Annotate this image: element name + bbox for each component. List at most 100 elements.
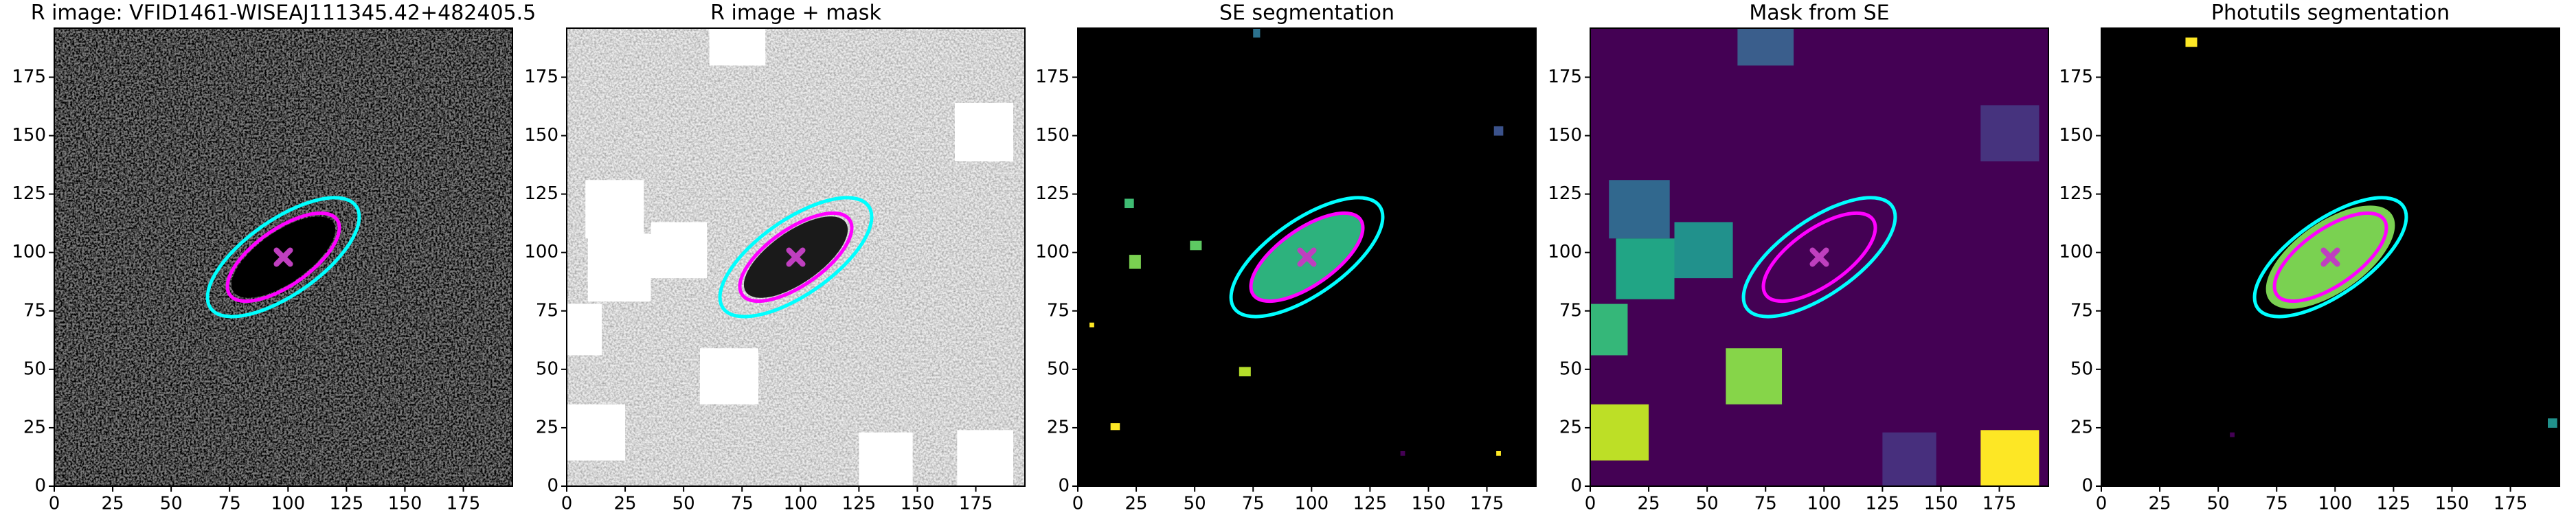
segment-region [2185,37,2197,47]
axes-frame [2101,27,2560,487]
segment-region [2230,432,2235,437]
x-tick-label: 175 [1982,494,2017,514]
segment-region [709,28,766,66]
x-tick-label: 50 [160,494,183,514]
x-tick-label: 150 [2435,494,2470,514]
segment-region [954,102,1013,161]
y-tick-label: 175 [1035,67,1070,87]
y-tick-label: 100 [2059,242,2093,262]
segment-region [1609,180,1670,239]
x-tick-label: 75 [1754,494,1777,514]
y-tick-label: 50 [1047,358,1070,379]
y-tick-label: 25 [2070,417,2093,437]
segment-region [1590,304,1628,356]
axes-frame [54,27,513,487]
x-tick-label: 75 [1242,494,1265,514]
y-tick-label: 25 [1047,417,1070,437]
segment-region [1125,198,1134,209]
x-tick-label: 25 [1125,494,1148,514]
segment-region [957,430,1013,486]
x-tick-label: 125 [1353,494,1388,514]
segment-region [859,432,913,486]
y-tick-label: 100 [1035,242,1070,262]
panel-title: Photutils segmentation [2211,1,2450,25]
segment-region [1239,367,1251,377]
x-tick-label: 150 [1924,494,1958,514]
segment-region [1400,450,1405,456]
aperture-ellipse [718,196,874,319]
segment-region [585,180,644,239]
panel [54,28,512,486]
y-tick-label: 75 [23,300,46,321]
y-tick-label: 150 [524,125,558,146]
x-tick-label: 100 [1807,494,1841,514]
x-tick-label: 150 [388,494,422,514]
x-tick-label: 0 [561,494,573,514]
x-tick-label: 175 [1470,494,1504,514]
panel [567,28,1025,486]
panel-title: SE segmentation [1219,1,1394,25]
y-tick-label: 50 [23,358,46,379]
segment-region [699,348,759,404]
segment-region [1737,28,1794,66]
segment-region [1980,105,2040,161]
segment-region [1190,240,1202,251]
aperture-ellipse [225,211,341,304]
aperture-ellipse [205,196,361,319]
segment-region [567,404,626,461]
y-tick-label: 0 [34,476,46,496]
y-tick-label: 75 [1047,300,1070,321]
center-marker [1297,247,1317,267]
y-tick-label: 75 [536,300,558,321]
segment-region [1089,322,1094,328]
y-tick-label: 125 [524,183,558,204]
segment-region [1590,404,1649,461]
segment-region [587,233,651,302]
x-tick-label: 50 [1184,494,1206,514]
x-tick-label: 25 [1638,494,1660,514]
x-tick-label: 50 [1696,494,1719,514]
x-tick-label: 75 [218,494,241,514]
x-tick-label: 175 [959,494,993,514]
center-marker [786,247,806,267]
segment-region [2547,418,2557,428]
panel-title: R image + mask [710,1,881,25]
aperture-ellipse [1741,196,1897,319]
x-tick-label: 25 [614,494,637,514]
y-tick-label: 0 [547,476,558,496]
segment-region [1616,238,1675,299]
aperture-ellipse [2252,196,2408,319]
x-tick-label: 100 [2318,494,2352,514]
y-tick-label: 0 [1570,476,1582,496]
y-tick-label: 0 [2081,476,2093,496]
segment-region [1980,430,2040,486]
y-tick-label: 100 [1548,242,1582,262]
y-tick-label: 100 [524,242,558,262]
y-tick-label: 125 [1548,183,1582,204]
axes-frame [1590,27,2049,487]
x-tick-label: 0 [1072,494,1084,514]
segment-region [1493,126,1504,136]
y-tick-label: 25 [1559,417,1582,437]
x-tick-label: 25 [2149,494,2171,514]
axes-frame [566,27,1026,487]
panel-title: R image: VFID1461-WISEAJ111345.42+482405… [31,1,536,25]
segment-region [651,222,708,279]
panel-title: Mask from SE [1749,1,1889,25]
aperture-ellipse [738,211,854,304]
y-tick-label: 50 [2070,358,2093,379]
x-tick-label: 125 [1866,494,1900,514]
x-tick-label: 75 [731,494,754,514]
y-tick-label: 150 [1035,125,1070,146]
x-tick-label: 175 [447,494,481,514]
y-tick-label: 150 [1548,125,1582,146]
segment-region [1726,348,1783,404]
center-marker [2320,247,2340,267]
segment-region [1253,28,1261,38]
y-tick-label: 125 [2059,183,2093,204]
x-tick-label: 150 [901,494,935,514]
segment-region [567,304,602,356]
y-tick-label: 150 [12,125,46,146]
y-tick-label: 150 [2059,125,2093,146]
